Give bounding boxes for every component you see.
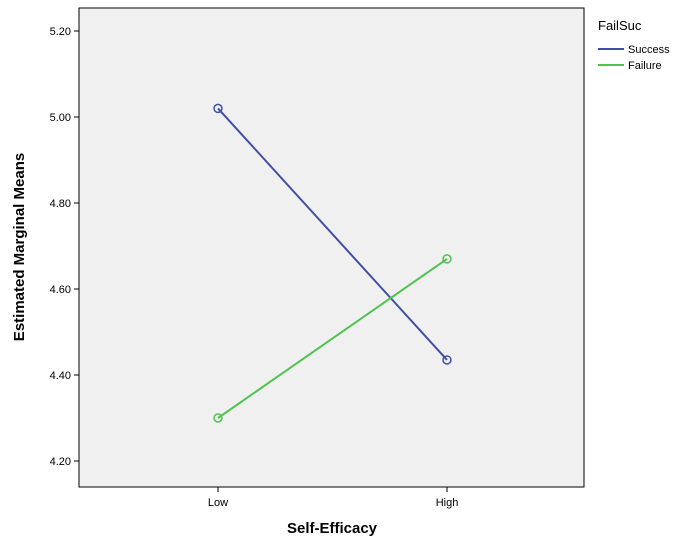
x-axis-title: Self-Efficacy [287,520,378,537]
y-axis-title: Estimated Marginal Means [11,153,28,341]
data-point-failure [213,413,223,423]
series-line-failure [217,258,448,419]
y-tick-label: 4.20 [50,456,71,468]
data-point-failure [442,254,452,264]
series-line-success [217,107,448,361]
data-point-success [213,103,223,114]
x-axis: Low High [208,487,458,509]
legend: FailSuc Success Failure [598,18,670,72]
legend-title: FailSuc [598,18,642,33]
x-tick-label: Low [208,497,228,509]
y-tick-label: 4.60 [50,284,71,296]
y-tick-label: 4.80 [50,198,71,210]
x-tick-label: High [436,497,459,509]
y-tick-label: 5.20 [50,26,71,38]
legend-label-success: Success [628,44,670,56]
y-tick-label: 4.40 [50,370,71,382]
y-tick-label: 5.00 [50,112,71,124]
data-point-success [442,355,452,365]
legend-items: Success Failure [598,44,670,72]
legend-label-failure: Failure [628,60,662,72]
y-axis: 4.20 4.40 4.60 4.80 5.00 5.20 [50,26,79,468]
plot-area [78,7,585,488]
series-layer [213,103,452,423]
